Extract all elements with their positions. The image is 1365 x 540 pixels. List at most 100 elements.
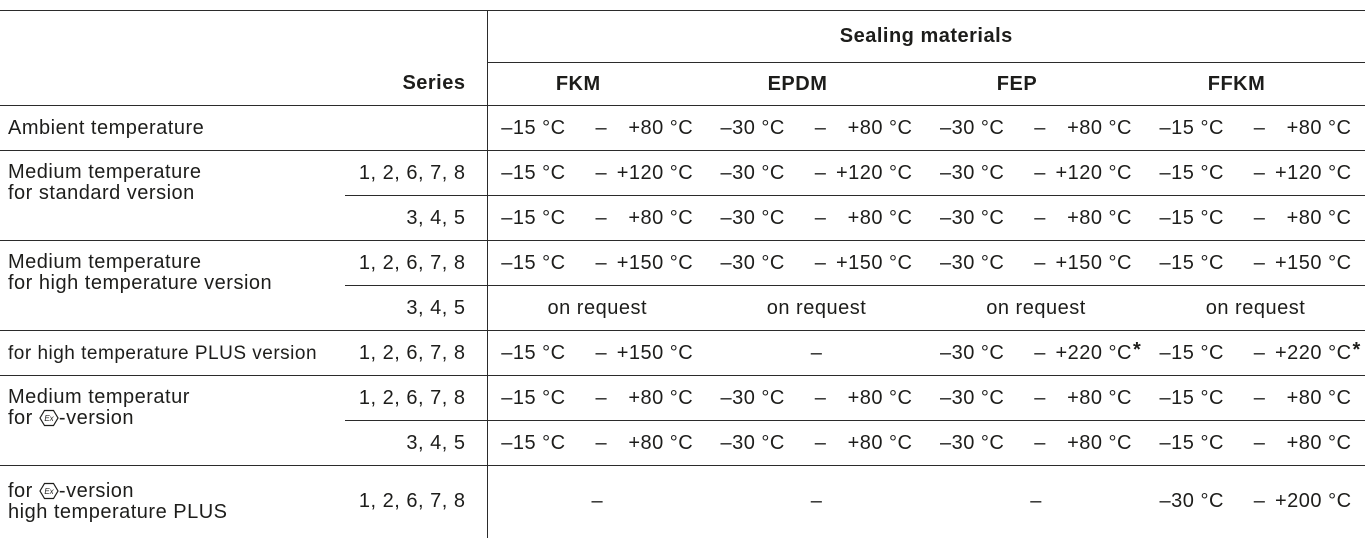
temperature-range: –15 °C – +80 °C <box>501 386 694 409</box>
label-line: Ambient temperature <box>8 116 205 139</box>
range-separator: – <box>1034 431 1046 454</box>
row-label-ambient-temperature: Ambient temperature <box>0 105 345 151</box>
cell-text: on request <box>766 296 867 319</box>
temperature-range: –30 °C – +80 °C <box>721 116 913 139</box>
label-suffix: -version <box>58 479 135 502</box>
cell-ffkm: –15 °C – +80 °C <box>1146 375 1365 421</box>
cell-fkm: –15 °C – +80 °C <box>486 105 707 151</box>
header-row-top: Sealing materials <box>0 10 1365 63</box>
header-row-columns: Series FKM EPDM FEP FFKM <box>0 62 1365 106</box>
range-from: –15 °C <box>501 431 566 454</box>
series-cell: 1, 2, 6, 7, 8 <box>345 375 487 421</box>
range-to: +80 °C <box>1067 116 1132 139</box>
range-separator: – <box>595 251 608 274</box>
temperature-range: –15 °C – +80 °C <box>501 431 693 454</box>
range-separator: – <box>1253 161 1266 184</box>
temperature-range: –15 °C – +120 °C <box>501 161 693 184</box>
range-separator: – <box>595 116 608 139</box>
row-label-ex-high-temperature-plus: for Ex -version high temperature PLUS <box>0 466 345 538</box>
range-separator: – <box>1034 206 1046 229</box>
range-to: +80 °C <box>1067 431 1132 454</box>
cell-fep: –30 °C – +80 °C <box>926 195 1146 241</box>
cell-epdm: –30 °C – +80 °C <box>707 195 926 241</box>
range-from: –15 °C <box>1159 251 1224 274</box>
range-from: –30 °C <box>720 431 785 454</box>
cell-fep: –30 °C – +80 °C <box>926 105 1146 151</box>
temperature-range: –30 °C – +150 °C <box>721 251 913 274</box>
cell-epdm: –30 °C – +80 °C <box>707 420 926 466</box>
cell-text: – <box>1030 490 1042 513</box>
row-label-high-temperature-plus: for high temperature PLUS version <box>0 330 345 376</box>
cell-ffkm: on request <box>1146 285 1365 331</box>
range-from: –30 °C <box>940 116 1005 139</box>
column-header-ffkm: FFKM <box>1146 62 1365 106</box>
range-separator: – <box>1253 431 1266 454</box>
range-from: –15 °C <box>501 116 566 139</box>
ex-symbol-icon: Ex <box>39 409 59 427</box>
range-to: +80 °C <box>1286 386 1352 409</box>
table-row: for Ex -version high temperature PLUS 1, 2… <box>0 465 1365 538</box>
ex-symbol-lettering: Ex <box>44 487 54 496</box>
series-cell: 3, 4, 5 <box>345 420 487 466</box>
range-from: –30 °C <box>720 206 785 229</box>
table-row: Medium temperatur for Ex -version 1, 2, 6,… <box>0 375 1365 466</box>
series-cell: 3, 4, 5 <box>345 195 487 241</box>
footnote-asterisk: * <box>1133 338 1142 361</box>
range-separator: – <box>1253 341 1266 364</box>
range-separator: – <box>814 206 827 229</box>
range-separator: – <box>1034 161 1046 184</box>
temperature-range: –30 °C – +120 °C <box>940 161 1132 184</box>
temperature-range: –30 °C – +120 °C <box>721 162 913 184</box>
range-from: –15 °C <box>501 206 566 229</box>
cell-fkm: –15 °C – +150 °C <box>486 330 707 376</box>
cell-ffkm: –15 °C – +120 °C <box>1146 150 1365 196</box>
range-from: –30 °C <box>940 251 1005 274</box>
range-to: +150 °C <box>1274 251 1352 274</box>
cell-fkm: –15 °C – +80 °C <box>486 375 707 421</box>
series-cell <box>345 105 487 151</box>
cell-fkm: –15 °C – +80 °C <box>486 195 707 241</box>
range-separator: – <box>814 251 827 274</box>
temperature-range: –30 °C – +80 °C <box>940 387 1132 409</box>
temperature-range: –30 °C – +80 °C <box>940 206 1132 229</box>
series-cell: 1, 2, 6, 7, 8 <box>345 150 487 196</box>
cell-text: on request <box>1205 296 1306 319</box>
range-separator: – <box>595 161 608 184</box>
range-to: +80 °C <box>1286 431 1352 454</box>
table-row: Ambient temperature –15 °C – +80 °C –30 °C… <box>0 105 1365 151</box>
range-from: –30 °C <box>940 161 1005 184</box>
range-separator: – <box>1253 490 1266 513</box>
temperature-range: –15 °C – +150 °C <box>501 341 693 364</box>
range-separator: – <box>595 341 608 364</box>
range-separator: – <box>1253 251 1266 274</box>
range-from: –15 °C <box>1159 341 1224 364</box>
range-to: +200 °C <box>1274 490 1352 513</box>
cell-fep: –30 °C – +80 °C <box>926 420 1146 466</box>
cell-ffkm: –30 °C – +200 °C <box>1146 466 1365 538</box>
label-line: Medium temperatur <box>8 386 190 408</box>
series-header: Series <box>345 62 487 106</box>
range-to: +80 °C <box>628 386 694 409</box>
range-from: –30 °C <box>720 386 785 409</box>
temperature-range: –30 °C – +220 °C * <box>940 339 1141 364</box>
temperature-range: –15 °C – +150 °C <box>501 251 693 274</box>
cell-fep: –30 °C – +80 °C <box>926 375 1146 421</box>
label-suffix: -version <box>58 407 135 429</box>
cell-epdm: –30 °C – +120 °C <box>707 150 926 196</box>
cell-text: – <box>810 341 823 364</box>
range-separator: – <box>1253 386 1266 409</box>
cell-fkm: –15 °C – +80 °C <box>486 420 707 466</box>
range-to: +220 °C <box>1274 341 1352 364</box>
temperature-range: –30 °C – +200 °C <box>1160 491 1352 512</box>
range-from: –15 °C <box>1159 161 1224 184</box>
range-to: +80 °C <box>1286 116 1352 139</box>
range-separator: – <box>814 116 827 139</box>
series-cell: 3, 4, 5 <box>345 285 487 331</box>
column-header-fkm: FKM <box>486 62 707 106</box>
range-separator: – <box>814 386 827 409</box>
range-to: +80 °C <box>1067 206 1132 229</box>
cell-fkm: – <box>486 465 707 538</box>
temperature-table: Sealing materials Series FKM EPDM FEP FF… <box>0 10 1365 538</box>
range-from: –15 °C <box>501 161 566 184</box>
temperature-range: –15 °C – +80 °C <box>1160 116 1352 139</box>
